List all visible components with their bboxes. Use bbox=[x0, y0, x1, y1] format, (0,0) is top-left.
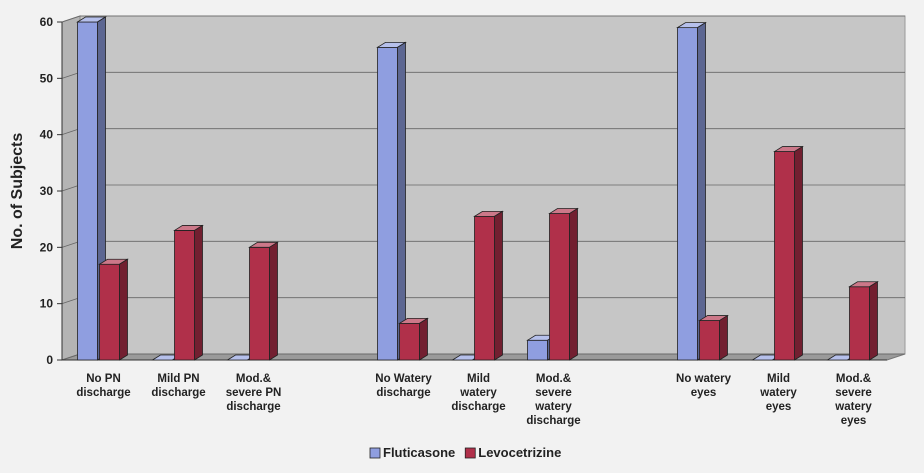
x-tick-label-line: Mild PN bbox=[157, 373, 199, 385]
y-axis-title: No. of Subjects bbox=[9, 133, 26, 250]
bar bbox=[398, 317, 429, 361]
x-tick-label: Mild watery eyes bbox=[759, 373, 797, 413]
bar-side bbox=[397, 41, 406, 361]
bar-front bbox=[174, 230, 195, 361]
bar-front bbox=[399, 322, 420, 361]
x-tick-label-line: discharge bbox=[226, 401, 280, 413]
bar-side bbox=[697, 21, 706, 361]
x-tick-label-line: discharge bbox=[526, 415, 580, 427]
x-tick-label-line: Mod.& bbox=[536, 373, 571, 385]
bar-front bbox=[474, 215, 495, 361]
x-tick-label-line: No PN bbox=[86, 373, 121, 385]
x-tick-label: Mod.& severe PN discharge bbox=[226, 373, 282, 413]
x-tick-label-line: severe bbox=[535, 387, 571, 399]
x-tick-label-line: severe bbox=[835, 387, 871, 399]
legend-label: Levocetrizine bbox=[478, 445, 561, 460]
bar-front bbox=[77, 21, 98, 361]
gridline-side bbox=[61, 184, 81, 192]
x-tick-label: Mod.& severe watery eyes bbox=[834, 373, 872, 427]
gridline-side bbox=[61, 15, 81, 23]
bar-side bbox=[719, 314, 728, 361]
x-tick-label-line: Mild bbox=[767, 373, 790, 385]
x-tick-label-line: No Watery bbox=[375, 373, 432, 385]
y-tick-label: 60 bbox=[40, 15, 54, 29]
bar-front bbox=[849, 286, 870, 361]
gridline-side bbox=[61, 240, 81, 248]
x-tick-label-line: watery bbox=[459, 387, 497, 399]
bar-side bbox=[794, 145, 803, 361]
bar-front bbox=[677, 27, 698, 361]
bar-side bbox=[419, 317, 428, 361]
x-tick-label-line: discharge bbox=[151, 387, 205, 399]
bar-front bbox=[774, 151, 795, 361]
x-tick-label-line: severe PN bbox=[226, 387, 282, 399]
x-tick-label: Mild watery discharge bbox=[451, 373, 505, 413]
x-tick-label-line: watery bbox=[759, 387, 797, 399]
bar bbox=[248, 241, 279, 361]
bar-side bbox=[494, 210, 503, 361]
bar bbox=[173, 224, 204, 361]
x-tick-label-line: Mild bbox=[467, 373, 490, 385]
x-tick-label-line: watery bbox=[534, 401, 572, 413]
bar-front bbox=[99, 263, 120, 361]
bar bbox=[848, 281, 879, 361]
x-tick-label-line: Mod.& bbox=[836, 373, 871, 385]
bar bbox=[473, 210, 504, 361]
x-tick-label-line: discharge bbox=[376, 387, 430, 399]
x-tick-label: No PN discharge bbox=[76, 373, 130, 399]
bar-front bbox=[527, 339, 548, 361]
bar bbox=[698, 314, 729, 361]
x-tick-labels: No PN discharge Mild PN discharge Mod.& sever… bbox=[76, 373, 872, 427]
bar-side bbox=[194, 224, 203, 361]
x-tick-label-line: No watery bbox=[676, 373, 732, 385]
x-tick-label-line: discharge bbox=[451, 401, 505, 413]
bar bbox=[98, 258, 129, 361]
bar bbox=[676, 21, 707, 361]
y-tick-label: 20 bbox=[40, 240, 54, 254]
bar bbox=[376, 41, 407, 361]
series-levocetrizine bbox=[98, 145, 879, 361]
bars bbox=[76, 16, 879, 361]
y-tick-label: 50 bbox=[40, 71, 54, 85]
bar-front bbox=[699, 320, 720, 361]
x-tick-label: Mild PN discharge bbox=[151, 373, 205, 399]
y-tick-label: 40 bbox=[40, 128, 54, 142]
gridline-side bbox=[61, 297, 81, 305]
x-tick-label-line: eyes bbox=[841, 415, 867, 427]
legend-swatch bbox=[369, 447, 381, 459]
gridline-side bbox=[61, 71, 81, 79]
y-tick-label: 30 bbox=[40, 184, 54, 198]
y-tick-label: 0 bbox=[46, 353, 53, 367]
legend-label: Fluticasone bbox=[383, 445, 455, 460]
x-tick-label-line: eyes bbox=[766, 401, 792, 413]
x-tick-label-line: Mod.& bbox=[236, 373, 271, 385]
x-tick-label-line: discharge bbox=[76, 387, 130, 399]
bar-side bbox=[869, 281, 878, 361]
y-tick-label: 10 bbox=[40, 297, 54, 311]
x-tick-label: No Watery discharge bbox=[375, 373, 432, 399]
bar-side bbox=[119, 258, 128, 361]
gridline-side bbox=[61, 353, 81, 361]
legend-swatch bbox=[464, 447, 476, 459]
x-tick-label-line: watery bbox=[834, 401, 872, 413]
bar-front bbox=[549, 213, 570, 361]
bar-side bbox=[569, 207, 578, 361]
bar-front bbox=[249, 246, 270, 361]
y-tick-labels: 0 10 20 30 40 50 60 bbox=[40, 15, 62, 367]
x-tick-label: Mod.& severe watery discharge bbox=[526, 373, 580, 427]
bar-front bbox=[377, 46, 398, 361]
bar bbox=[773, 145, 804, 361]
bar-side bbox=[269, 241, 278, 361]
legend: Fluticasone Levocetrizine bbox=[369, 445, 561, 460]
bar bbox=[548, 207, 579, 361]
x-tick-label: No watery eyes bbox=[676, 373, 732, 399]
gridline-side bbox=[61, 128, 81, 136]
x-tick-label-line: eyes bbox=[691, 387, 717, 399]
